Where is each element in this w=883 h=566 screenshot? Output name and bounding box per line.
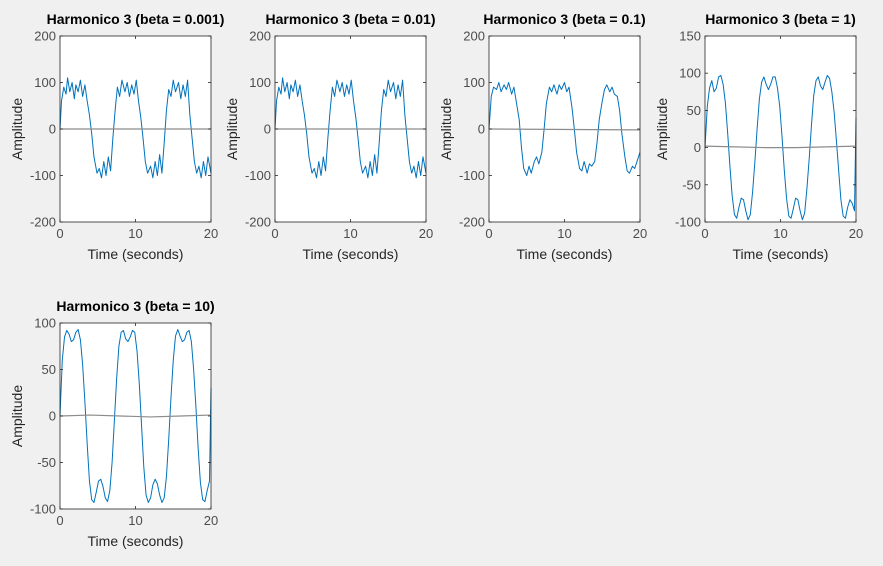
y-tick-label: 100 [34, 75, 56, 90]
y-tick-label: -200 [245, 215, 271, 230]
y-tick-label: -100 [30, 502, 56, 517]
y-tick-label: 200 [463, 29, 485, 44]
series-line-secondary [704, 145, 857, 149]
series-line-main [59, 77, 212, 179]
y-tick-label: -100 [459, 168, 485, 183]
y-tick-label: 150 [679, 29, 701, 44]
x-tick-label: 20 [633, 226, 647, 241]
y-axis-label: Amplitude [654, 98, 670, 160]
subplot-1: 0 10 20 -200 -100 0 100 200 Harmonico 3 (beta = … [9, 11, 224, 262]
x-tick-label: 10 [343, 226, 357, 241]
x-axis-label: Time (seconds) [88, 246, 184, 262]
x-axis-label: Time (seconds) [517, 246, 613, 262]
y-tick-label: 0 [264, 122, 271, 137]
x-tick-label: 10 [773, 226, 787, 241]
y-tick-label: 200 [34, 29, 56, 44]
series-line-main [274, 77, 427, 179]
subplot-2: 0 10 20 -200 -100 0 100 200 Harmonico 3 (beta = … [224, 11, 436, 262]
y-tick-label: -200 [459, 215, 485, 230]
x-tick-label: 0 [485, 226, 492, 241]
series-line-secondary [59, 414, 212, 418]
x-tick-label: 10 [128, 513, 142, 528]
series-line-main [704, 74, 857, 221]
chart-title: Harmonico 3 (beta = 0.1) [483, 11, 645, 27]
y-tick-label: -50 [682, 177, 701, 192]
y-axis-label: Amplitude [9, 385, 25, 447]
x-tick-label: 20 [204, 226, 218, 241]
x-tick-label: 20 [849, 226, 863, 241]
x-tick-label: 20 [204, 513, 218, 528]
y-tick-label: 100 [249, 75, 271, 90]
series-line-main [59, 329, 212, 503]
y-tick-label: 50 [687, 103, 701, 118]
y-tick-label: 0 [49, 409, 56, 424]
y-tick-label: -100 [30, 168, 56, 183]
x-tick-label: 10 [128, 226, 142, 241]
subplot-4: 0 10 20 -100 -50 0 50 100 150 Harmonico 3 (beta =… [654, 11, 863, 262]
x-axis-label: Time (seconds) [88, 533, 184, 549]
chart-title: Harmonico 3 (beta = 0.001) [47, 11, 225, 27]
x-tick-label: 20 [419, 226, 433, 241]
y-tick-label: -50 [37, 455, 56, 470]
series-line-main [488, 82, 641, 176]
chart-title: Harmonico 3 (beta = 0.01) [265, 11, 435, 27]
y-tick-label: 0 [478, 122, 485, 137]
x-axis-label: Time (seconds) [733, 246, 829, 262]
y-tick-label: 0 [49, 122, 56, 137]
x-tick-label: 0 [56, 226, 63, 241]
y-tick-label: 50 [42, 362, 56, 377]
subplot-3: 0 10 20 -200 -100 0 100 200 Harmonico 3 (beta = … [438, 11, 647, 262]
series-line-secondary [488, 128, 641, 131]
chart-title: Harmonico 3 (beta = 1) [705, 11, 856, 27]
y-tick-label: 100 [679, 66, 701, 81]
y-tick-label: -100 [245, 168, 271, 183]
x-tick-label: 10 [557, 226, 571, 241]
plot-area [705, 36, 856, 222]
x-tick-label: 0 [701, 226, 708, 241]
y-axis-label: Amplitude [224, 98, 240, 160]
y-tick-label: 100 [463, 75, 485, 90]
y-tick-label: -200 [30, 215, 56, 230]
y-tick-label: 0 [694, 140, 701, 155]
y-tick-label: 200 [249, 29, 271, 44]
y-tick-label: 100 [34, 316, 56, 331]
x-tick-label: 0 [56, 513, 63, 528]
y-tick-label: -100 [675, 215, 701, 230]
x-axis-label: Time (seconds) [303, 246, 399, 262]
chart-title: Harmonico 3 (beta = 10) [56, 298, 214, 314]
y-axis-label: Amplitude [9, 98, 25, 160]
x-tick-label: 0 [271, 226, 278, 241]
y-axis-label: Amplitude [438, 98, 454, 160]
